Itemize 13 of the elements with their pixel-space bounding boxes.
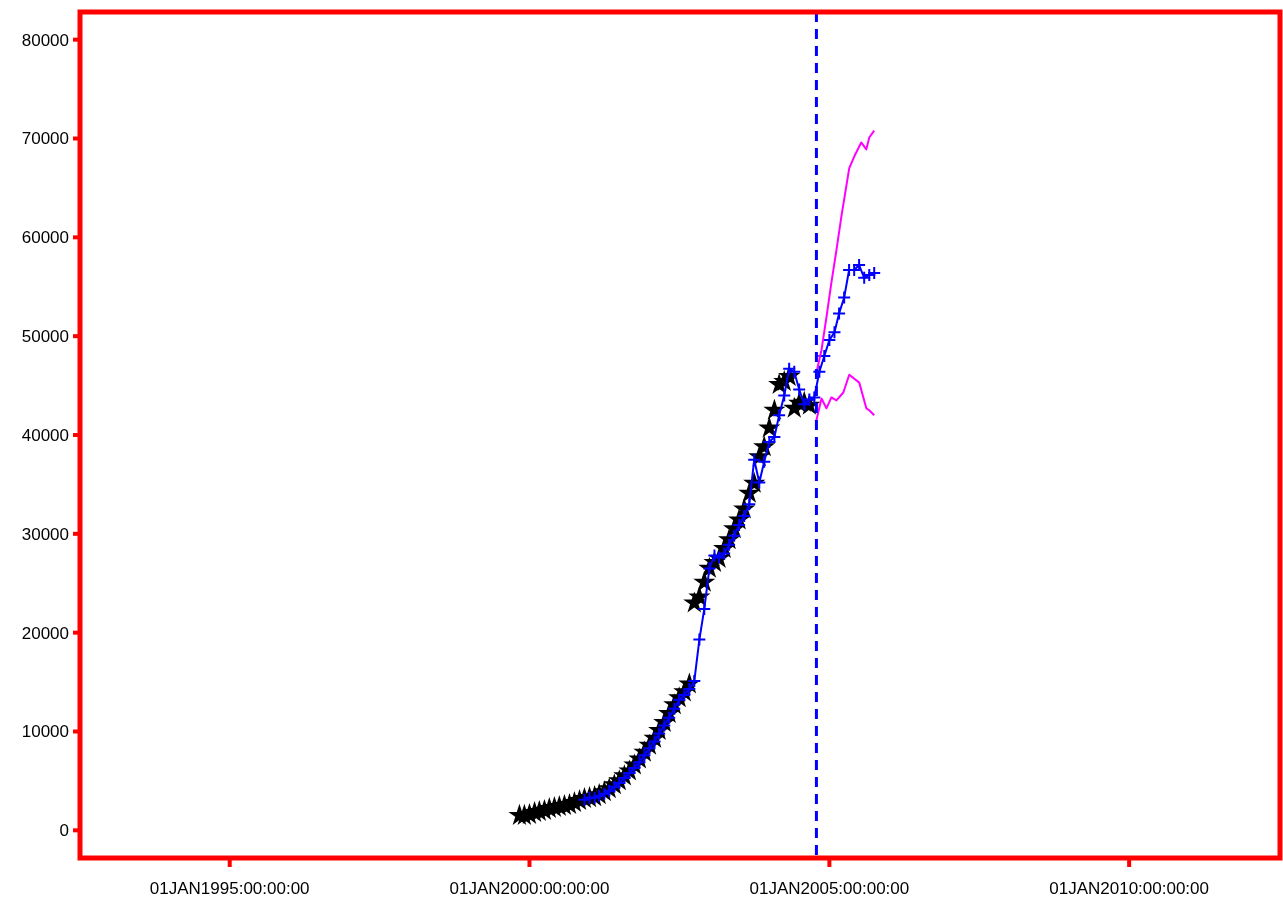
y-tick-label: 50000 <box>21 327 69 347</box>
y-tick-label: 20000 <box>21 623 69 643</box>
x-tick-label: 01JAN1995:00:00:00 <box>149 879 310 898</box>
x-tick-label: 01JAN2000:00:00:00 <box>449 879 610 898</box>
y-tick-label: 60000 <box>21 228 69 248</box>
y-tick-label: 40000 <box>21 425 69 445</box>
y-tick-label: 0 <box>59 821 69 841</box>
y-tick-label: 10000 <box>21 722 69 742</box>
y-tick-label: 70000 <box>21 129 69 149</box>
y-tick-label: 30000 <box>21 524 69 544</box>
x-tick-label: 01JAN2005:00:00:00 <box>749 879 910 898</box>
y-tick-label: 80000 <box>21 30 69 50</box>
x-tick-label: 01JAN2010:00:00:00 <box>1049 879 1210 898</box>
